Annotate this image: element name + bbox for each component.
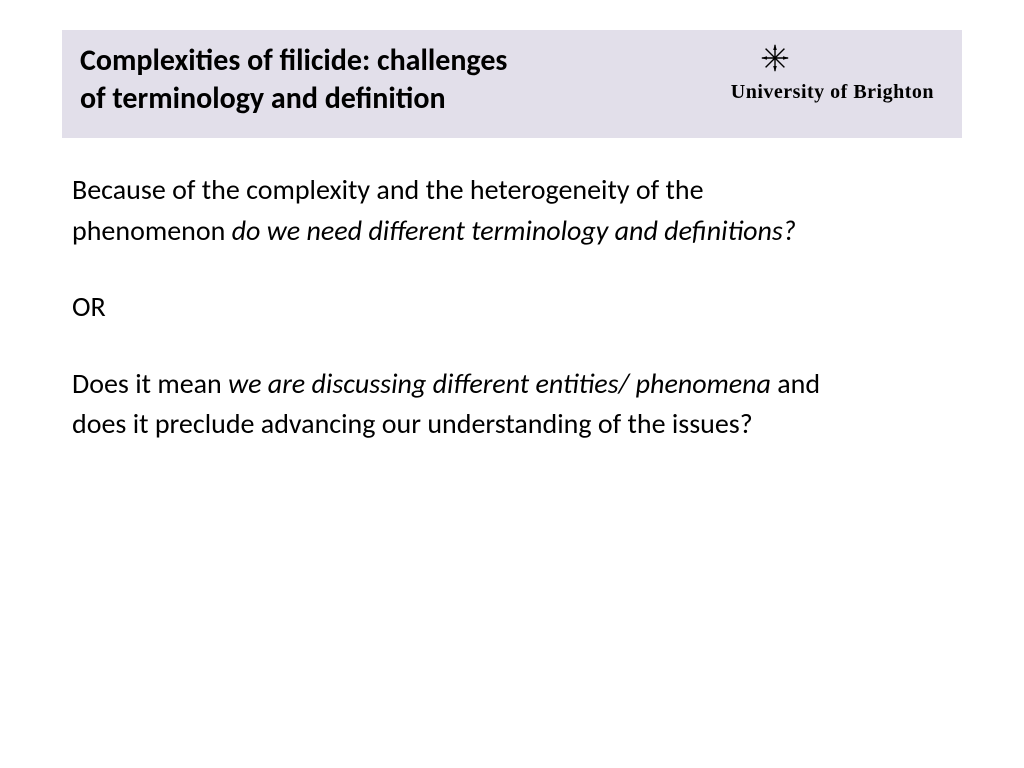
p3-text-plain-1: Does it mean <box>72 366 228 401</box>
paragraph-3: Does it mean we are discussing different… <box>72 364 832 445</box>
paragraph-or: OR <box>72 287 832 328</box>
p3-text-italic: we are discussing different entities/ ph… <box>228 366 771 401</box>
title-header-bar: Complexities of filicide: challenges of … <box>62 30 962 138</box>
title-line-2: of terminology and definition <box>80 80 446 117</box>
star-icon <box>761 44 934 77</box>
paragraph-1: Because of the complexity and the hetero… <box>72 170 832 251</box>
logo-text: University of Brighton <box>731 81 934 104</box>
slide: Complexities of filicide: challenges of … <box>0 0 1024 768</box>
slide-title: Complexities of filicide: challenges of … <box>80 42 580 117</box>
university-logo: University of Brighton <box>731 44 934 104</box>
p1-text-italic: do we need different terminology and def… <box>232 213 796 248</box>
title-line-1: Complexities of filicide: challenges <box>80 42 507 79</box>
slide-body: Because of the complexity and the hetero… <box>72 170 832 481</box>
